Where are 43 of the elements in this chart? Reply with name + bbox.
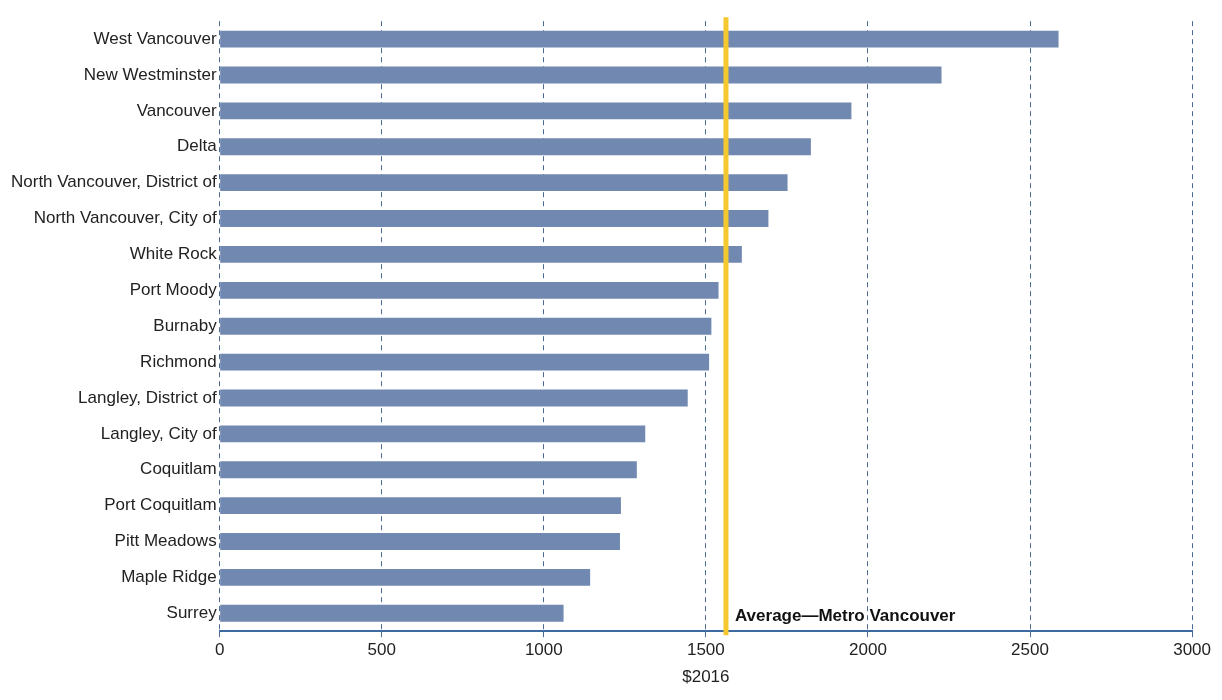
y-tick-label: Vancouver — [136, 100, 217, 120]
y-tick-label: New Westminster — [83, 64, 217, 84]
y-tick-label: West Vancouver — [93, 28, 217, 48]
bar — [220, 353, 710, 371]
x-tick-label: 3000 — [1173, 640, 1211, 660]
bar — [220, 533, 620, 550]
y-tick-label: Delta — [176, 136, 218, 156]
bar — [220, 246, 742, 263]
x-tick-label: 2000 — [849, 640, 887, 660]
bar — [220, 66, 942, 84]
x-tick-label: 500 — [367, 640, 396, 660]
y-tick-label: Richmond — [140, 351, 217, 371]
bar — [220, 425, 646, 443]
x-tick-label: 1000 — [524, 640, 563, 660]
bar — [220, 389, 688, 407]
y-tick-label: North Vancouver, District of — [11, 172, 217, 192]
bar — [220, 497, 621, 515]
y-tick-label: White Rock — [129, 244, 218, 264]
x-tick-label: 1500 — [686, 640, 725, 660]
x-tick-label: 0 — [214, 640, 225, 660]
bar — [220, 604, 564, 622]
bar — [220, 461, 637, 479]
y-tick-label: Port Moody — [129, 280, 218, 300]
bar — [220, 568, 591, 586]
y-tick-label: Langley, District of — [78, 387, 217, 407]
bar — [220, 102, 852, 120]
bar — [220, 174, 788, 192]
x-axis-title: $2016 — [682, 667, 730, 687]
y-tick-label: Coquitlam — [140, 459, 217, 479]
bar — [220, 30, 1059, 48]
y-tick-label: Burnaby — [153, 315, 218, 335]
ref-line-label: Average—Metro Vancouver — [734, 606, 956, 626]
bar — [220, 138, 811, 156]
y-tick-label: Port Coquitlam — [104, 495, 217, 515]
y-tick-label: Maple Ridge — [121, 567, 217, 587]
y-tick-label: Pitt Meadows — [114, 531, 217, 551]
y-tick-label: Langley, City of — [100, 423, 217, 443]
y-tick-label: North Vancouver, City of — [33, 208, 217, 228]
y-tick-label: Surrey — [166, 602, 218, 622]
bar — [220, 281, 719, 299]
bar — [220, 317, 712, 335]
bar — [220, 210, 769, 227]
x-tick-label: 2500 — [1011, 640, 1049, 660]
